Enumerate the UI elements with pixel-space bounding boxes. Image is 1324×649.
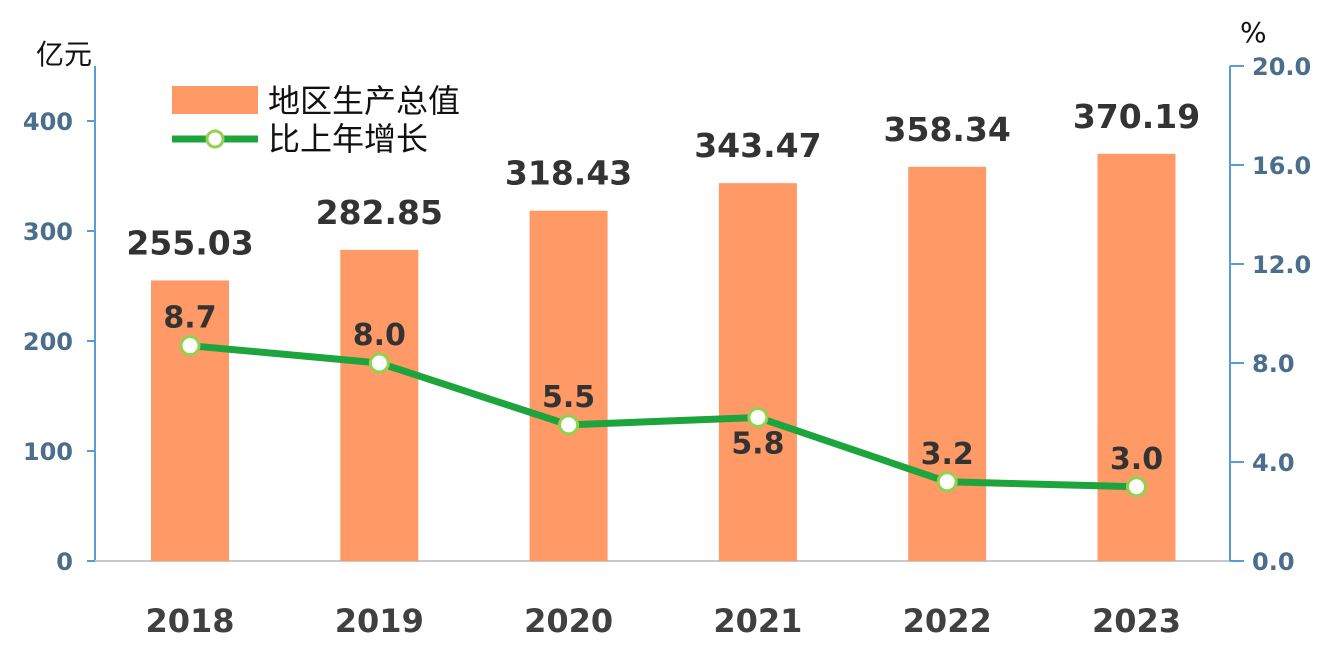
growth-value-label: 8.0 <box>353 318 406 353</box>
left-tick-label: 300 <box>23 218 73 246</box>
growth-value-label: 3.2 <box>921 437 974 472</box>
bar-value-label: 282.85 <box>316 193 443 232</box>
growth-line <box>179 335 1147 498</box>
bar <box>1097 153 1176 561</box>
legend-bar-label: 地区生产总值 <box>268 82 460 120</box>
bar-value-label: 370.19 <box>1073 97 1200 136</box>
left-tick-label: 0 <box>56 548 73 576</box>
right-tick-label: 20.0 <box>1252 53 1311 81</box>
left-tick-label: 400 <box>23 108 73 136</box>
right-tick-label: 0.0 <box>1252 548 1295 576</box>
data-labels: 255.03 282.85 318.43 343.47 358.34 370.19 8.7 8… <box>126 97 1200 477</box>
growth-value-label: 5.8 <box>731 426 784 461</box>
bar <box>340 249 419 562</box>
right-tick-label: 8.0 <box>1252 350 1295 378</box>
left-tick-label: 100 <box>23 438 73 466</box>
bar-value-label: 318.43 <box>505 154 632 193</box>
legend-bar-swatch <box>172 86 258 114</box>
category-label: 2019 <box>335 602 424 640</box>
bar <box>529 210 608 562</box>
growth-value-label: 5.5 <box>542 380 595 415</box>
bar <box>908 166 987 562</box>
right-axis-unit: % <box>1240 16 1267 49</box>
category-label: 2022 <box>903 602 992 640</box>
growth-point <box>936 471 958 493</box>
bar-value-label: 343.47 <box>694 126 821 165</box>
growth-value-label: 3.0 <box>1110 442 1163 477</box>
growth-value-label: 8.7 <box>163 301 216 336</box>
axes: 0 100 200 300 400 0.0 4.0 8.0 12.0 16.0 20.0 2018 20… <box>23 53 1311 640</box>
left-tick-label: 200 <box>23 328 73 356</box>
legend-line-label: 比上年增长 <box>268 120 428 158</box>
growth-point <box>747 406 769 428</box>
bar-value-label: 255.03 <box>126 223 253 262</box>
growth-line-path <box>189 342 1137 491</box>
growth-point <box>1126 476 1147 498</box>
category-label: 2023 <box>1092 602 1181 640</box>
category-label: 2020 <box>524 602 613 640</box>
right-tick-label: 4.0 <box>1252 449 1295 477</box>
category-label: 2018 <box>145 602 234 640</box>
growth-point <box>368 352 390 374</box>
growth-point <box>179 335 201 357</box>
right-tick-label: 16.0 <box>1252 152 1311 180</box>
right-tick-label: 12.0 <box>1252 251 1311 279</box>
growth-point <box>558 414 580 436</box>
left-axis-unit: 亿元 <box>36 38 92 71</box>
bar-value-label: 358.34 <box>884 110 1011 149</box>
legend-line-marker <box>205 129 225 149</box>
bar <box>151 280 229 561</box>
legend: 地区生产总值 比上年增长 <box>172 82 460 158</box>
category-label: 2021 <box>713 602 802 640</box>
bar <box>718 183 797 562</box>
bars <box>151 153 1176 562</box>
